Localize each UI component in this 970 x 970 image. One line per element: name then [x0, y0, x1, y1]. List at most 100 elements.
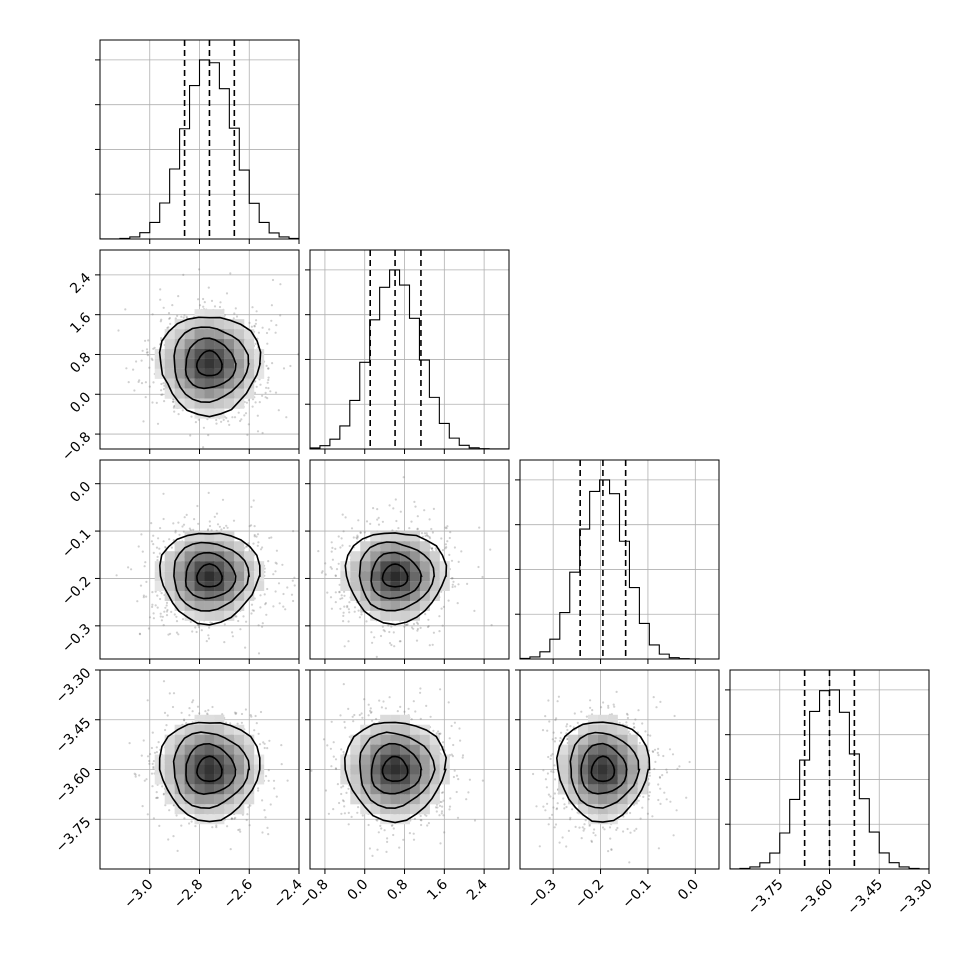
density-cell: [174, 744, 185, 755]
density-cell: [164, 349, 175, 359]
density-cell: [214, 610, 225, 621]
contour-line: [158, 316, 262, 418]
scatter-point: [171, 705, 175, 709]
scatter-point: [210, 529, 213, 532]
scatter-point: [432, 507, 435, 510]
density-cell: [204, 541, 215, 552]
density-cell: [340, 571, 351, 582]
scatter-point: [338, 591, 341, 594]
scatter-point: [285, 416, 288, 419]
scatter-point: [275, 324, 278, 327]
density-cell: [194, 561, 205, 572]
scatter-point: [381, 625, 384, 628]
scatter-point: [235, 615, 238, 618]
scatter-point: [359, 531, 362, 534]
scatter-point: [137, 380, 140, 383]
scatter-point: [152, 760, 155, 763]
scatter-point: [183, 718, 186, 721]
density-cell: [370, 591, 381, 601]
density-cell: [244, 388, 255, 399]
scatter-point: [182, 530, 185, 533]
density-cell: [214, 814, 225, 825]
scatter-point: [140, 359, 143, 362]
density-cell: [370, 561, 381, 572]
density-cell: [184, 388, 195, 399]
density-cell: [429, 581, 440, 592]
scatter-point: [420, 823, 423, 827]
scatter-point: [156, 555, 159, 559]
scatter-point: [428, 518, 431, 521]
density-cell: [380, 591, 391, 601]
scatter-point: [207, 634, 210, 637]
scatter-point: [150, 772, 154, 775]
scatter-point: [182, 316, 185, 319]
scatter-point: [341, 544, 344, 547]
scatter-point: [143, 565, 146, 568]
scatter-point: [343, 645, 346, 648]
scatter-point: [461, 756, 464, 759]
scatter-point: [254, 380, 257, 383]
scatter-point: [331, 558, 334, 561]
contour-line: [381, 563, 409, 588]
density-cell: [204, 531, 215, 542]
density-cell: [429, 551, 440, 562]
scatter-point: [383, 829, 386, 832]
density-cell: [204, 319, 215, 330]
scatter-point: [229, 722, 232, 725]
scatter-point: [267, 779, 270, 782]
density-cell: [390, 531, 401, 542]
scatter-point: [408, 832, 411, 835]
scatter-point: [280, 744, 283, 747]
density-cell: [224, 349, 235, 359]
scatter-point: [148, 616, 152, 619]
scatter-point: [440, 812, 443, 815]
scatter-point: [231, 416, 234, 419]
scatter-point: [248, 824, 251, 827]
scatter-point: [444, 526, 447, 529]
scatter-point: [163, 711, 167, 715]
density-cell: [350, 561, 361, 572]
scatter-point: [239, 830, 242, 833]
x-tick-label: −2.4: [270, 876, 305, 911]
scatter-point: [440, 800, 443, 804]
density-cell: [214, 358, 225, 369]
density-cell: [184, 319, 195, 330]
scatter-point: [251, 405, 254, 408]
scatter-point: [225, 721, 228, 724]
density-cell: [164, 571, 175, 582]
density-cell: [370, 541, 381, 552]
scatter-point: [194, 626, 197, 629]
y-tick-label: −3.75: [53, 814, 95, 856]
panel-1-1: [305, 249, 510, 454]
scatter-point: [261, 431, 264, 435]
scatter-point: [489, 548, 492, 551]
scatter-point: [198, 712, 201, 715]
scatter-point: [478, 526, 481, 529]
scatter-point: [168, 692, 171, 695]
scatter-point: [447, 701, 450, 704]
scatter-point: [213, 305, 217, 308]
scatter-point: [159, 615, 162, 618]
scatter-point: [277, 409, 280, 412]
scatter-point: [344, 726, 347, 729]
scatter-point: [240, 721, 243, 724]
density-cell: [409, 581, 420, 592]
scatter-point: [372, 507, 375, 510]
panel-frame: [309, 459, 510, 660]
density-cell: [224, 610, 235, 621]
scatter-point: [380, 827, 383, 830]
scatter-point: [177, 295, 180, 298]
scatter-point: [230, 817, 233, 820]
scatter-point: [162, 624, 165, 627]
scatter-point: [225, 524, 228, 527]
scatter-point: [340, 792, 343, 796]
scatter-point: [151, 591, 154, 594]
scatter-point: [211, 826, 214, 829]
scatter-point: [127, 566, 130, 569]
y-tick-label: −3.45: [53, 715, 95, 757]
scatter-point: [248, 525, 251, 528]
density-cell: [194, 591, 205, 601]
density-cell: [419, 571, 430, 582]
scatter-point: [160, 337, 163, 340]
scatter-point: [274, 391, 278, 394]
